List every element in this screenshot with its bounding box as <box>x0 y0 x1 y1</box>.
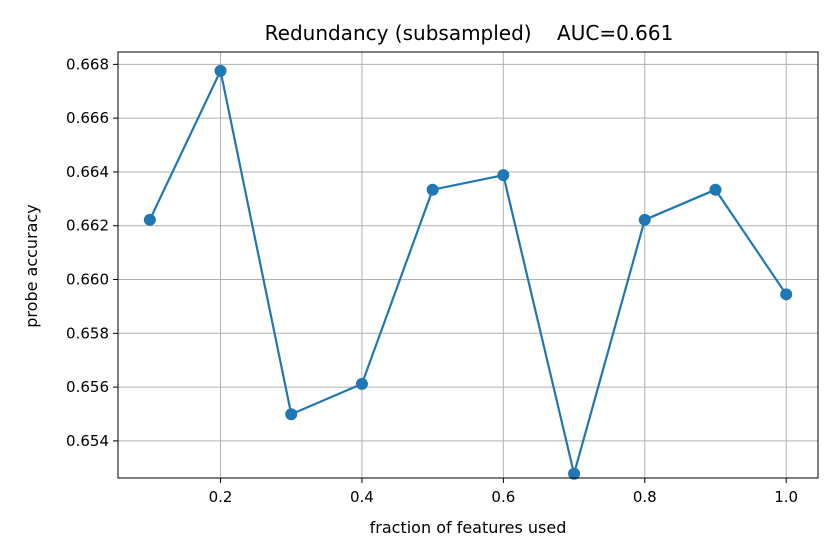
y-tick-label: 0.664 <box>66 163 109 181</box>
data-point <box>638 213 651 226</box>
chart-title: Redundancy (subsampled) AUC=0.661 <box>265 21 674 45</box>
data-point <box>709 183 722 196</box>
y-tick-label: 0.666 <box>66 109 109 127</box>
x-tick-label: 1.0 <box>774 488 798 506</box>
y-tick-label: 0.658 <box>66 324 109 342</box>
data-point <box>143 213 156 226</box>
y-tick-label: 0.660 <box>66 271 109 289</box>
y-tick-label: 0.656 <box>66 378 109 396</box>
series-line <box>148 69 788 475</box>
x-tick-label: 0.8 <box>633 488 657 506</box>
data-point <box>214 64 227 77</box>
data-point <box>426 183 439 196</box>
y-tick-label: 0.668 <box>66 55 109 73</box>
y-tick-label: 0.662 <box>66 217 109 235</box>
x-tick-label: 0.4 <box>350 488 374 506</box>
y-tick-label: 0.654 <box>66 432 109 450</box>
axes-frame <box>117 51 819 479</box>
x-axis-ticks: 0.2 0.4 0.6 0.8 1.0 <box>209 478 798 506</box>
x-axis-label: fraction of features used <box>370 518 567 537</box>
x-tick-label: 0.6 <box>491 488 515 506</box>
grid-lines <box>118 52 818 478</box>
data-point <box>568 467 581 480</box>
y-axis-label: probe accuracy <box>22 204 41 327</box>
series-layer <box>143 64 793 480</box>
data-point <box>780 288 793 301</box>
data-point <box>497 169 510 182</box>
x-tick-label: 0.2 <box>209 488 233 506</box>
y-axis-ticks: 0.654 0.656 0.658 0.660 0.662 0.664 0.666 0.668 <box>66 55 118 450</box>
data-point <box>285 408 298 421</box>
data-point <box>355 377 368 390</box>
